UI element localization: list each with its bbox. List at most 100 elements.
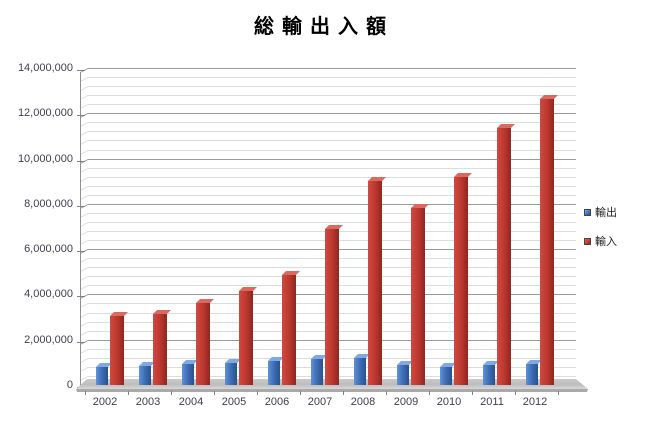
gridline-minor bbox=[88, 86, 576, 88]
x-axis-label: 2007 bbox=[307, 396, 333, 408]
x-axis-tick bbox=[514, 391, 516, 395]
y-axis-label: 6,000,000 bbox=[24, 243, 73, 256]
y-axis-tick bbox=[77, 251, 85, 253]
bar-輸出-2009[interactable] bbox=[397, 365, 409, 385]
y-axis-line bbox=[80, 72, 81, 391]
gridline-slant bbox=[80, 285, 88, 291]
bar-輸入-2007[interactable] bbox=[325, 229, 339, 385]
gridline-slant bbox=[80, 140, 88, 146]
bar-top-face bbox=[196, 299, 214, 303]
bar-輸出-2006[interactable] bbox=[268, 361, 280, 385]
x-axis-tick bbox=[428, 391, 430, 395]
x-axis-tick bbox=[84, 391, 86, 395]
x-axis-label: 2010 bbox=[436, 396, 462, 408]
gridline-slant bbox=[80, 330, 88, 336]
y-axis-tick bbox=[77, 341, 85, 343]
y-axis-tick bbox=[77, 160, 85, 162]
bar-top-face bbox=[397, 361, 413, 365]
gridline-slant bbox=[80, 348, 88, 354]
gridline-slant bbox=[80, 267, 88, 273]
bar-top-face bbox=[110, 312, 128, 316]
x-axis-label: 2012 bbox=[522, 396, 548, 408]
legend-swatch-imports-icon bbox=[584, 237, 591, 245]
gridline-minor bbox=[88, 176, 576, 178]
bar-輸入-2003[interactable] bbox=[153, 314, 167, 385]
bar-輸入-2011[interactable] bbox=[497, 128, 511, 385]
gridline-slant bbox=[80, 321, 88, 327]
x-axis-tick bbox=[170, 391, 172, 395]
gridline-major bbox=[88, 158, 576, 160]
gridline-minor bbox=[88, 104, 576, 106]
legend-label-exports: 輸出 bbox=[595, 207, 617, 219]
gridline-slant bbox=[80, 312, 88, 318]
gridline-slant bbox=[80, 240, 88, 246]
gridline-slant bbox=[80, 176, 88, 182]
bar-輸入-2010[interactable] bbox=[454, 177, 468, 385]
bar-輸出-2005[interactable] bbox=[225, 363, 237, 385]
bar-輸出-2008[interactable] bbox=[354, 358, 366, 385]
bar-輸入-2006[interactable] bbox=[282, 275, 296, 385]
bar-輸出-2003[interactable] bbox=[139, 366, 151, 385]
bar-top-face bbox=[153, 310, 171, 314]
gridline-minor bbox=[88, 185, 576, 187]
bar-輸出-2012[interactable] bbox=[526, 364, 538, 385]
y-axis-label: 14,000,000 bbox=[17, 62, 73, 74]
bar-top-face bbox=[368, 177, 386, 181]
bar-top-face bbox=[311, 355, 327, 359]
gridline-slant bbox=[80, 194, 88, 200]
y-axis-label: 2,000,000 bbox=[24, 333, 73, 346]
x-axis-label: 2005 bbox=[221, 396, 247, 408]
gridline-slant bbox=[80, 104, 88, 110]
chart-title: 総輸出入額 bbox=[254, 16, 394, 38]
bar-top-face bbox=[96, 363, 112, 367]
bar-輸入-2012[interactable] bbox=[540, 99, 554, 385]
x-axis-tick bbox=[557, 391, 559, 395]
bar-輸入-2002[interactable] bbox=[110, 316, 124, 385]
x-axis-tick bbox=[127, 391, 129, 395]
x-axis-label: 2008 bbox=[350, 396, 376, 408]
y-axis-label: 12,000,000 bbox=[17, 107, 73, 120]
gridline-minor bbox=[88, 122, 576, 124]
bar-輸出-2004[interactable] bbox=[182, 364, 194, 385]
bar-top-face bbox=[497, 124, 515, 128]
bar-輸出-2007[interactable] bbox=[311, 359, 323, 385]
gridline-slant bbox=[80, 122, 88, 128]
x-axis-label: 2011 bbox=[480, 396, 504, 408]
bar-輸入-2004[interactable] bbox=[196, 303, 210, 385]
bar-top-face bbox=[440, 363, 456, 367]
bar-輸入-2008[interactable] bbox=[368, 181, 382, 385]
bar-top-face bbox=[239, 287, 257, 291]
bar-top-face bbox=[182, 360, 198, 364]
x-axis-label: 2006 bbox=[264, 396, 290, 408]
gridline-slant bbox=[80, 366, 88, 372]
bar-top-face bbox=[411, 204, 429, 208]
gridline-slant bbox=[80, 276, 88, 282]
legend-item-imports[interactable]: 輸入 bbox=[584, 233, 617, 249]
gridline-slant bbox=[80, 185, 88, 191]
y-axis-label: 4,000,000 bbox=[24, 288, 73, 301]
bar-輸出-2011[interactable] bbox=[483, 365, 495, 385]
bar-輸入-2005[interactable] bbox=[239, 291, 253, 385]
x-axis-label: 2003 bbox=[135, 396, 161, 408]
bar-top-face bbox=[139, 362, 155, 366]
gridline-slant bbox=[80, 231, 88, 237]
y-axis-tick bbox=[77, 205, 85, 207]
gridline-minor bbox=[88, 212, 576, 214]
gridline-minor bbox=[88, 221, 576, 223]
bar-輸出-2010[interactable] bbox=[440, 367, 452, 385]
x-axis-label: 2009 bbox=[393, 396, 419, 408]
gridline-slant bbox=[80, 86, 88, 92]
legend-swatch-exports-icon bbox=[584, 208, 591, 216]
legend-item-exports[interactable]: 輸出 bbox=[584, 204, 617, 220]
gridline-major bbox=[88, 113, 576, 115]
gridline-slant bbox=[80, 167, 88, 173]
bar-輸出-2002[interactable] bbox=[96, 367, 108, 385]
bar-top-face bbox=[483, 361, 499, 365]
gridline-slant bbox=[80, 149, 88, 155]
y-axis-tick bbox=[77, 115, 85, 117]
bar-top-face bbox=[354, 354, 370, 358]
gridline-slant bbox=[80, 357, 88, 363]
gridline-major bbox=[88, 68, 576, 69]
bar-輸入-2009[interactable] bbox=[411, 208, 425, 385]
